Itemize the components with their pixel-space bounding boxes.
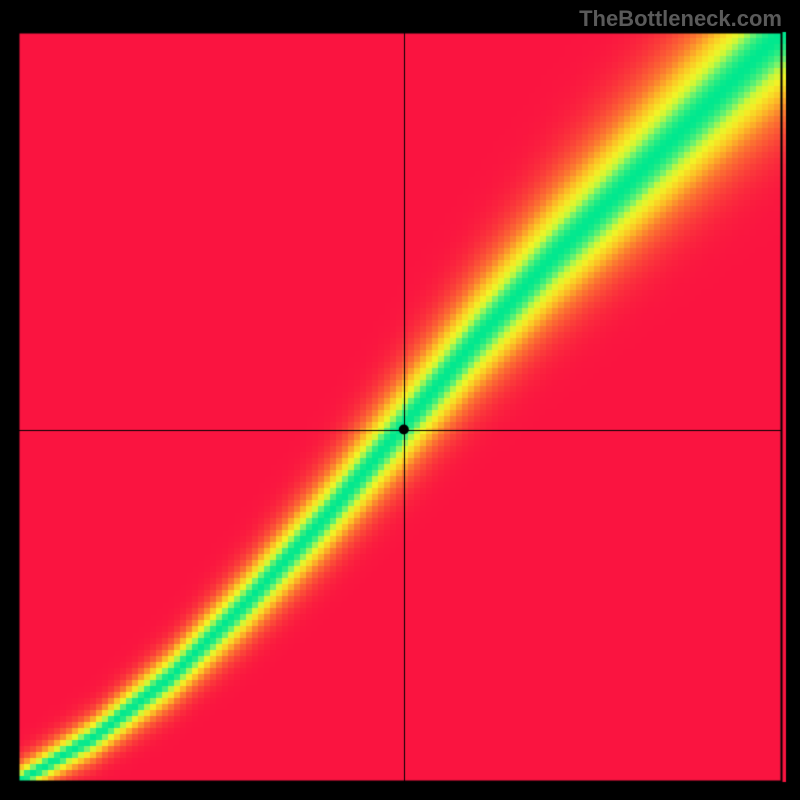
- watermark-text: TheBottleneck.com: [579, 6, 782, 32]
- chart-container: TheBottleneck.com: [0, 0, 800, 800]
- bottleneck-heatmap: [0, 0, 800, 800]
